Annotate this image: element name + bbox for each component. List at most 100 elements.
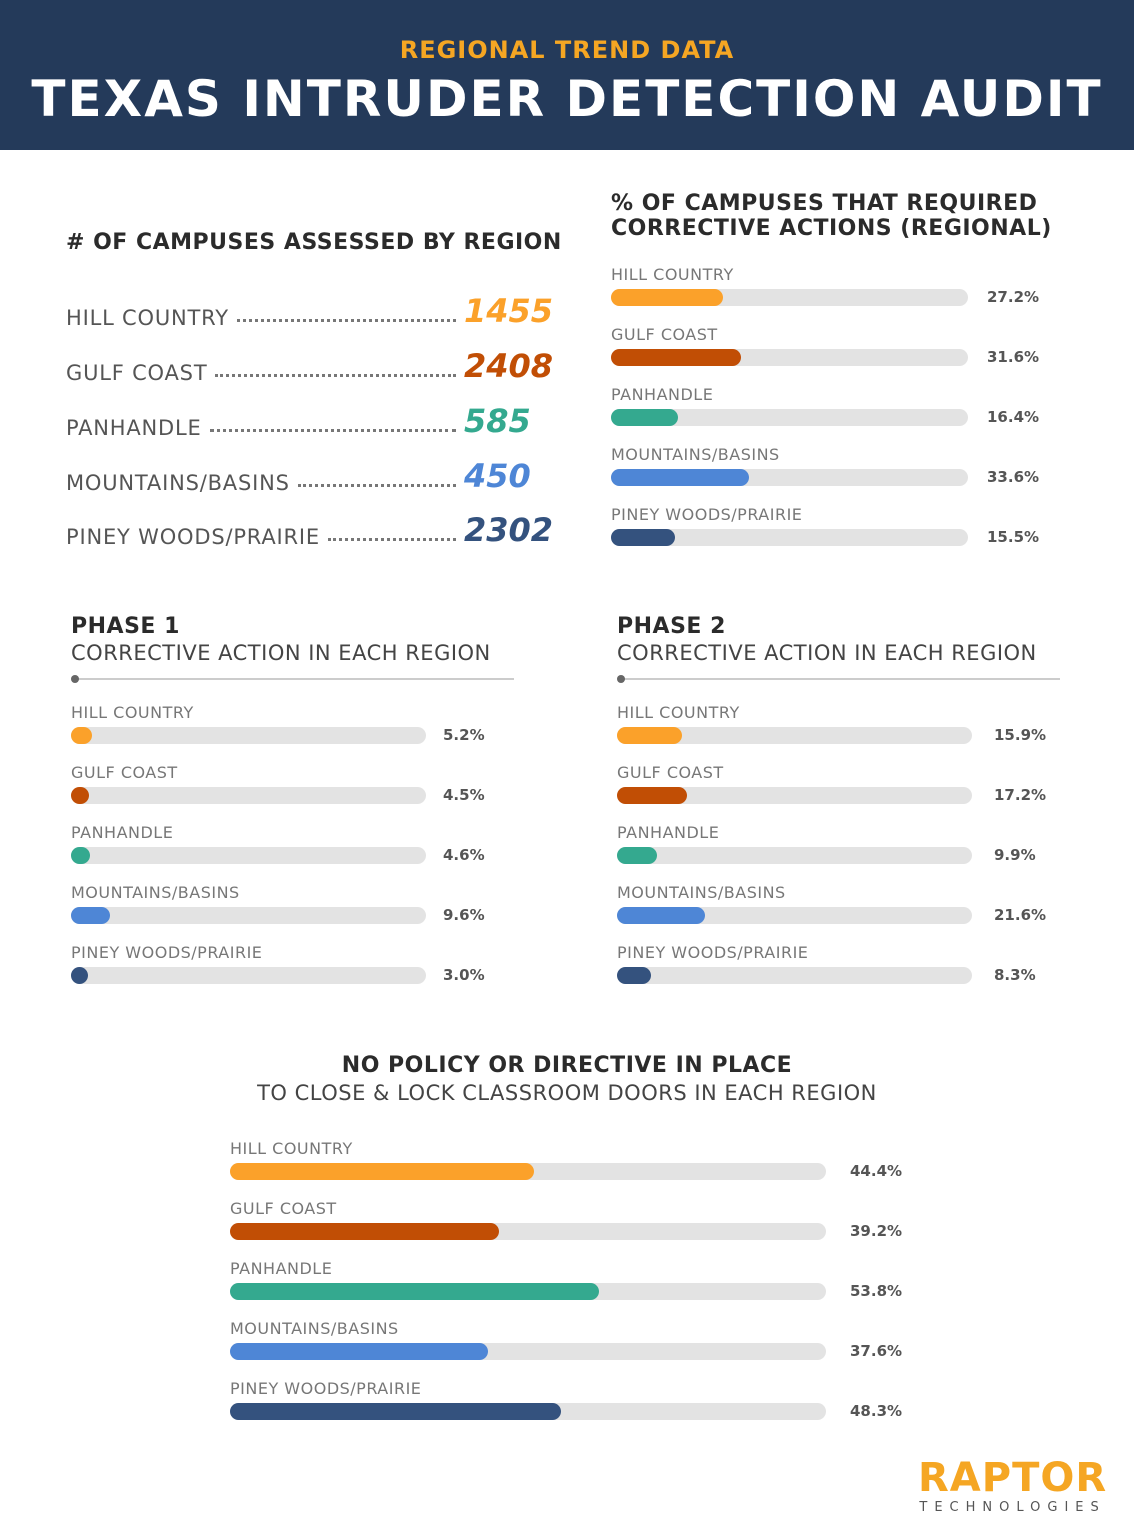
bar-category-label: GULF COAST [71, 763, 178, 782]
bar-track [611, 409, 968, 426]
bar-category-label: PINEY WOODS/PRAIRIE [617, 943, 809, 962]
campus-count-row: HILL COUNTRY 1455 [66, 290, 554, 330]
bar-track [71, 967, 426, 984]
bar [71, 727, 93, 744]
phase2-subtitle: CORRECTIVE ACTION IN EACH REGION [617, 641, 1037, 665]
bar-category-label: GULF COAST [617, 763, 724, 782]
bar [611, 289, 723, 306]
leader-dots [209, 429, 456, 432]
bar-track [71, 727, 426, 744]
bar-category-label: PANHANDLE [230, 1259, 333, 1278]
phase1-subtitle: CORRECTIVE ACTION IN EACH REGION [71, 641, 491, 665]
bar-value-label: 4.5% [443, 786, 485, 804]
bar-category-label: PANHANDLE [617, 823, 720, 842]
bar-track [71, 907, 426, 924]
bar-value-label: 48.3% [850, 1402, 903, 1420]
bar-value-label: 21.6% [994, 906, 1047, 924]
bar [617, 907, 706, 924]
page-title: TEXAS INTRUDER DETECTION AUDIT [31, 70, 1103, 128]
bar-category-label: HILL COUNTRY [617, 703, 740, 722]
bar-track [611, 349, 968, 366]
bar-track [230, 1343, 826, 1360]
phase2-divider [621, 678, 1060, 680]
bar-track [611, 529, 968, 546]
header-banner: REGIONAL TREND DATA TEXAS INTRUDER DETEC… [0, 0, 1134, 150]
campus-count-row: PANHANDLE 585 [66, 400, 536, 440]
bar-category-label: MOUNTAINS/BASINS [611, 445, 780, 464]
region-label: GULF COAST [66, 361, 208, 385]
bar-track [617, 907, 972, 924]
bar-category-label: MOUNTAINS/BASINS [617, 883, 786, 902]
bar-category-label: GULF COAST [230, 1199, 337, 1218]
bar [71, 967, 88, 984]
bar-category-label: MOUNTAINS/BASINS [71, 883, 240, 902]
logo-tagline: TECHNOLOGIES [919, 1500, 1106, 1515]
phase1-divider-dot [71, 675, 79, 683]
bar-category-label: PINEY WOODS/PRAIRIE [71, 943, 263, 962]
phase2-divider-dot [617, 675, 625, 683]
phase2-title: PHASE 2 [617, 614, 726, 639]
bar-value-label: 3.0% [443, 966, 485, 984]
region-label: MOUNTAINS/BASINS [66, 471, 290, 495]
bar [611, 349, 741, 366]
regional-title: % OF CAMPUSES THAT REQUIRED CORRECTIVE A… [611, 191, 1052, 241]
bar-value-label: 15.9% [994, 726, 1047, 744]
bar-track [611, 469, 968, 486]
campuses-title: # OF CAMPUSES ASSESSED BY REGION [66, 230, 562, 255]
bar-category-label: PANHANDLE [611, 385, 714, 404]
campus-count-row: GULF COAST 2408 [66, 345, 554, 385]
bar [230, 1283, 599, 1300]
campus-count-row: MOUNTAINS/BASINS 450 [66, 455, 536, 495]
bar-value-label: 8.3% [994, 966, 1036, 984]
bar-value-label: 44.4% [850, 1162, 903, 1180]
bar-value-label: 16.4% [987, 408, 1040, 426]
bar-category-label: PINEY WOODS/PRAIRIE [611, 505, 803, 524]
bar [617, 967, 651, 984]
campus-count: 2302 [464, 511, 554, 549]
logo-name: RAPTOR [918, 1455, 1108, 1501]
bar-track [71, 847, 426, 864]
campus-count-row: PINEY WOODS/PRAIRIE 2302 [66, 509, 554, 549]
bar-track [617, 787, 972, 804]
bar-track [230, 1223, 826, 1240]
bar [230, 1163, 535, 1180]
bar [611, 529, 675, 546]
bar-value-label: 9.6% [443, 906, 485, 924]
bar-category-label: PANHANDLE [71, 823, 174, 842]
bar-category-label: PINEY WOODS/PRAIRIE [230, 1379, 422, 1398]
bar [230, 1343, 488, 1360]
bar-value-label: 5.2% [443, 726, 485, 744]
campus-count: 1455 [464, 292, 554, 330]
bar-category-label: HILL COUNTRY [71, 703, 194, 722]
bar [230, 1223, 499, 1240]
bar-value-label: 39.2% [850, 1222, 903, 1240]
no-policy-title: NO POLICY OR DIRECTIVE IN PLACE [341, 1053, 793, 1078]
bar-category-label: MOUNTAINS/BASINS [230, 1319, 399, 1338]
region-label: PANHANDLE [66, 416, 202, 440]
bar [71, 787, 90, 804]
campus-count: 2408 [464, 347, 554, 385]
bar-value-label: 31.6% [987, 348, 1040, 366]
phase1-title: PHASE 1 [71, 614, 180, 639]
bar-track [230, 1163, 826, 1180]
bar-track [617, 727, 972, 744]
bar [611, 409, 679, 426]
bar-value-label: 4.6% [443, 846, 485, 864]
bar [617, 847, 658, 864]
leader-dots [215, 374, 456, 377]
bar-track [71, 787, 426, 804]
campus-count: 585 [464, 402, 531, 440]
phase1-divider [75, 678, 514, 680]
bar [71, 847, 90, 864]
leader-dots [327, 538, 456, 541]
bar-value-label: 33.6% [987, 468, 1040, 486]
region-label: PINEY WOODS/PRAIRIE [66, 525, 320, 549]
campus-count: 450 [464, 457, 531, 495]
leader-dots [297, 484, 456, 487]
bar [230, 1403, 561, 1420]
bar-value-label: 17.2% [994, 786, 1047, 804]
bar-track [617, 967, 972, 984]
bar-value-label: 15.5% [987, 528, 1040, 546]
header-kicker: REGIONAL TREND DATA [399, 36, 735, 64]
bar-track [611, 289, 968, 306]
